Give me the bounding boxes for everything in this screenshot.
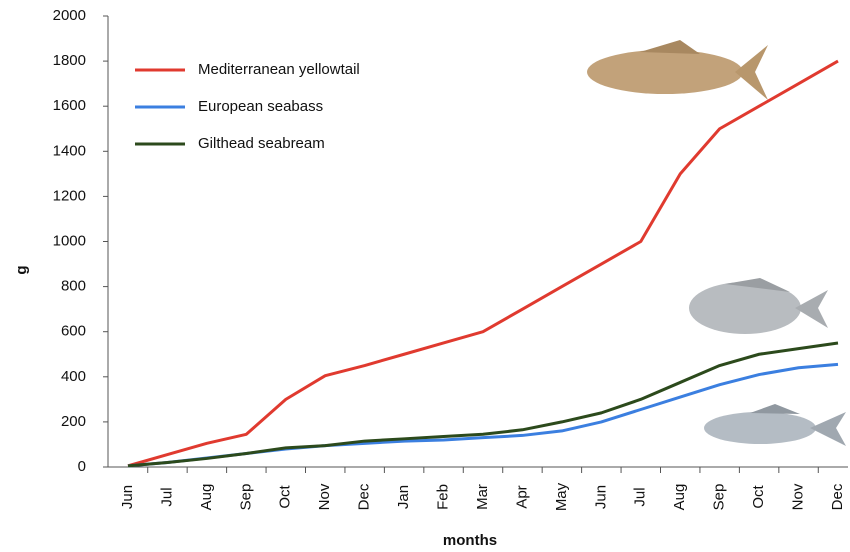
y-tick-label: 800: [61, 278, 86, 295]
x-tick-label: Oct: [277, 485, 294, 509]
x-tick-label: Dec: [829, 483, 846, 510]
x-tick-label: Mar: [474, 484, 491, 510]
legend-label: Mediterranean yellowtail: [198, 61, 360, 78]
x-axis-label: months: [443, 532, 497, 549]
chart: g months 0 200 400 600 800 1000 1200 1400 1600 18…: [0, 0, 850, 552]
x-tick-label: Jun: [592, 485, 609, 509]
series-line: [128, 61, 838, 466]
fish-seabream: [689, 278, 828, 334]
legend-label: Gilthead seabream: [198, 135, 325, 152]
y-tick-label: 1800: [53, 52, 86, 69]
y-tick-label: 1600: [53, 97, 86, 114]
fish-yellowtail: [587, 40, 768, 100]
x-tick-label: Feb: [435, 484, 452, 510]
y-tick-label: 1200: [53, 187, 86, 204]
x-tick-label: Oct: [750, 485, 767, 509]
x-tick-label: Sep: [237, 484, 254, 511]
x-tick-label: Nov: [790, 483, 807, 510]
fish-seabass: [704, 404, 846, 446]
x-tick-label: Jul: [158, 487, 175, 506]
legend-label: European seabass: [198, 98, 323, 115]
y-tick-label: 600: [61, 323, 86, 340]
x-tick-label: Apr: [513, 485, 530, 508]
x-tick-label: Dec: [356, 483, 373, 510]
y-tick-label: 2000: [53, 7, 86, 24]
x-tick-label: Jun: [119, 485, 136, 509]
x-tick-label: Nov: [316, 483, 333, 510]
y-tick-label: 1000: [53, 232, 86, 249]
y-axis-label: g: [13, 265, 30, 274]
x-tick-label: Sep: [711, 484, 728, 511]
x-tick-label: Jan: [395, 485, 412, 509]
y-tick-label: 200: [61, 413, 86, 430]
y-tick-label: 400: [61, 368, 86, 385]
y-tick-label: 1400: [53, 142, 86, 159]
x-tick-label: Aug: [671, 484, 688, 511]
series-line: [128, 343, 838, 466]
x-tick-label: Aug: [198, 484, 215, 511]
x-tick-label: Jul: [632, 487, 649, 506]
x-tick-label: May: [553, 482, 570, 511]
y-tick-label: 0: [78, 458, 86, 475]
